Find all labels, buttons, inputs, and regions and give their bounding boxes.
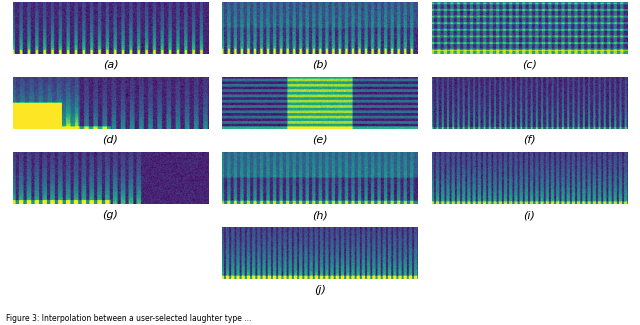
Text: Figure 3: Interpolation between a user-selected laughter type ...: Figure 3: Interpolation between a user-s… (6, 314, 252, 323)
Text: (g): (g) (102, 210, 118, 220)
Text: (c): (c) (522, 60, 537, 70)
Text: (b): (b) (312, 60, 328, 70)
Text: (e): (e) (312, 135, 328, 145)
Text: (a): (a) (102, 60, 118, 70)
Text: (f): (f) (523, 135, 536, 145)
Text: (h): (h) (312, 210, 328, 220)
Text: (d): (d) (102, 135, 118, 145)
Text: (j): (j) (314, 285, 326, 295)
Text: (i): (i) (524, 210, 536, 220)
